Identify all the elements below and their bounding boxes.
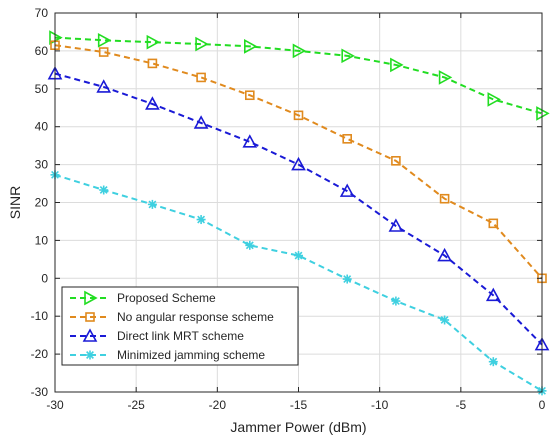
legend-item: Minimized jamming scheme — [70, 348, 265, 362]
data-point — [145, 96, 160, 110]
y-tick-label: 20 — [35, 196, 49, 210]
data-point — [439, 193, 450, 204]
y-tick-label: -20 — [31, 347, 49, 361]
data-point — [242, 134, 258, 148]
y-axis-label: SINR — [7, 186, 23, 219]
asterisk-stroke — [197, 215, 206, 224]
legend-item: Direct link MRT scheme — [70, 328, 244, 343]
data-point — [99, 185, 109, 195]
series-line — [54, 36, 543, 115]
legend-label: No angular response scheme — [117, 310, 274, 324]
data-point — [96, 79, 112, 93]
series-line — [54, 72, 543, 346]
series-minimized-jamming-scheme — [50, 170, 547, 396]
y-tick-label: 30 — [35, 158, 49, 172]
data-point — [196, 72, 206, 83]
asterisk-stroke — [245, 241, 254, 250]
data-point — [293, 110, 304, 121]
data-point — [291, 156, 306, 171]
data-point — [342, 134, 353, 144]
x-tick-label: -5 — [455, 398, 466, 412]
data-point — [245, 240, 255, 250]
data-point — [98, 47, 109, 57]
data-point — [339, 183, 355, 197]
data-point — [342, 274, 352, 284]
series-no-angular-response-scheme — [50, 40, 547, 284]
asterisk-stroke — [343, 275, 352, 283]
asterisk-stroke — [294, 251, 303, 260]
x-tick-label: -10 — [371, 398, 389, 412]
y-tick-label: 60 — [35, 44, 49, 58]
data-point — [440, 315, 450, 325]
data-point — [196, 215, 206, 225]
series-line — [54, 173, 543, 392]
x-tick-label: -25 — [127, 398, 145, 412]
data-point — [391, 156, 401, 166]
y-tick-label: 70 — [35, 6, 49, 20]
axis-ticks: -30 -25 -20 -15 -10 -5 0 -30 -20 -10 0 10 20 30 40 50 60… — [31, 6, 546, 412]
x-axis-label: Jammer Power (dBm) — [230, 419, 366, 435]
y-tick-label: -30 — [31, 385, 49, 399]
legend-item: No angular response scheme — [70, 310, 274, 324]
y-tick-label: 10 — [35, 233, 49, 247]
asterisk-stroke — [86, 351, 94, 359]
data-point — [244, 39, 258, 54]
data-point — [245, 90, 255, 101]
legend-marker — [85, 350, 95, 360]
data-point — [487, 92, 501, 107]
legend-marker — [84, 290, 98, 306]
data-point — [146, 34, 161, 50]
data-point — [437, 247, 452, 262]
y-tick-label: 40 — [35, 120, 49, 134]
data-point — [391, 296, 401, 306]
asterisk-stroke — [440, 316, 449, 324]
data-point — [195, 36, 209, 52]
asterisk-stroke — [99, 186, 108, 194]
legend-marker — [82, 328, 98, 342]
x-tick-label: 0 — [539, 398, 546, 412]
x-tick-label: -30 — [46, 398, 64, 412]
y-tick-label: 50 — [35, 82, 49, 96]
x-tick-label: -20 — [209, 398, 227, 412]
legend: Proposed Scheme No angular response schem… — [61, 286, 299, 366]
series-line — [54, 44, 543, 279]
data-point — [341, 48, 355, 64]
data-point — [438, 70, 453, 85]
legend-marker — [85, 312, 95, 322]
data-point — [193, 115, 209, 129]
data-point — [388, 218, 404, 232]
data-point — [147, 58, 158, 69]
data-point — [147, 199, 157, 209]
data-point — [390, 57, 404, 73]
legend-label: Proposed Scheme — [117, 291, 216, 305]
legend-label: Minimized jamming scheme — [117, 348, 265, 362]
data-point — [488, 218, 499, 229]
data-point — [97, 32, 112, 48]
asterisk-stroke — [391, 297, 400, 305]
asterisk-stroke — [489, 357, 498, 366]
data-point — [292, 43, 307, 59]
data-point — [488, 357, 498, 367]
legend-label: Direct link MRT scheme — [117, 329, 244, 343]
data-point — [294, 251, 303, 261]
y-tick-label: -10 — [31, 309, 49, 323]
data-point — [485, 287, 501, 302]
y-tick-label: 0 — [41, 271, 48, 285]
asterisk-stroke — [148, 200, 157, 209]
legend-box — [61, 286, 299, 366]
legend-item: Proposed Scheme — [70, 290, 216, 306]
x-tick-label: -15 — [290, 398, 308, 412]
